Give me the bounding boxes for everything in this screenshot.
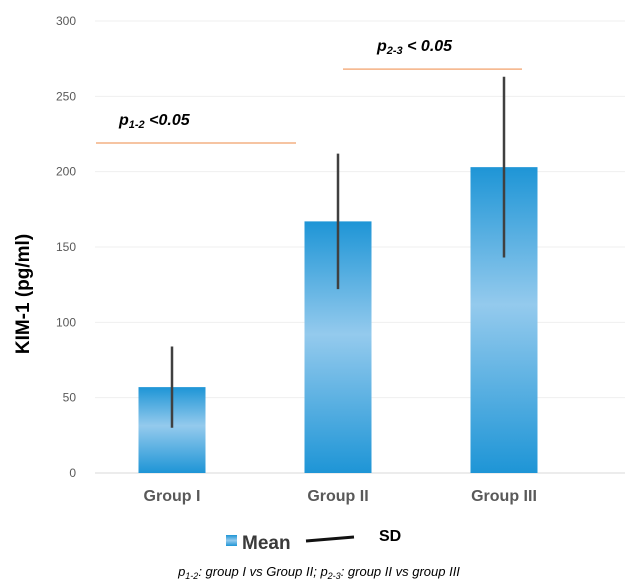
y-tick-label: 200	[56, 165, 76, 179]
footnote-sub-a: 1-2	[185, 571, 198, 581]
y-tick-label: 300	[56, 14, 76, 28]
x-category-label: Group I	[144, 488, 201, 505]
footnote-sub-b: 2-3	[327, 571, 341, 581]
y-tick-label: 150	[56, 240, 76, 254]
footnote-text-a: : group I vs Group II;	[198, 564, 320, 579]
legend-mean-swatch	[226, 535, 237, 546]
significance-sub: 2-3	[386, 45, 403, 57]
significance-p: p	[376, 38, 387, 55]
legend-sd-label: SD	[379, 528, 401, 545]
footnote: p1-2: group I vs Group II; p2-3: group I…	[177, 564, 460, 581]
significance-sub: 1-2	[129, 119, 145, 131]
y-tick-label: 0	[69, 466, 76, 480]
legend-sd-swatch	[305, 535, 355, 543]
y-axis-ticks: 0 50 100 150 200 250 300	[56, 14, 76, 480]
significance-value: < 0.05	[403, 38, 453, 55]
y-tick-label: 100	[56, 315, 76, 329]
footnote-p-a: p	[177, 564, 185, 579]
x-category-label: Group II	[307, 488, 368, 505]
footnote-p-b: p	[319, 564, 327, 579]
significance-label-2: p2-3 < 0.05	[376, 38, 453, 57]
significance-label-1: p1-2 <0.05	[118, 112, 191, 131]
y-axis-label: KIM-1 (pg/ml)	[13, 234, 34, 354]
error-bars	[170, 76, 506, 428]
footnote-text-b: : group II vs group III	[341, 564, 461, 579]
x-category-label: Group III	[471, 488, 537, 505]
x-axis-categories: Group I Group II Group III	[144, 488, 537, 505]
y-tick-label: 250	[56, 89, 76, 103]
significance-value: <0.05	[145, 112, 191, 129]
y-tick-label: 50	[63, 391, 77, 405]
legend: Mean SD	[226, 528, 401, 554]
significance-p: p	[118, 112, 129, 129]
legend-mean-label: Mean	[242, 533, 291, 554]
